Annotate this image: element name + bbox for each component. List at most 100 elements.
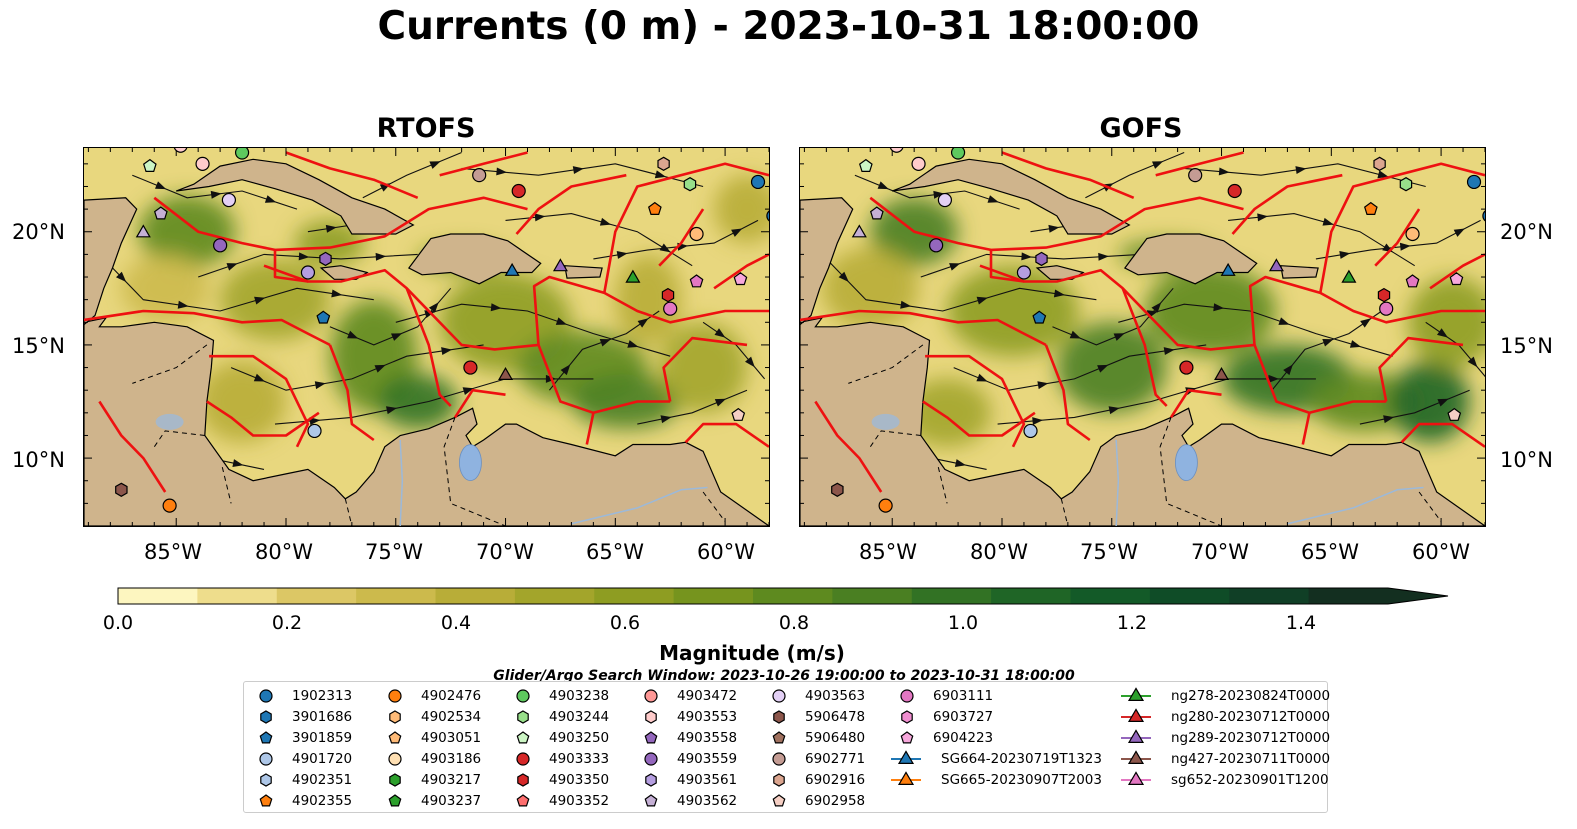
legend-entry: 6903727: [889, 706, 1102, 727]
eez-boundary: [1044, 344, 1091, 442]
lake-maracaibo: [1175, 444, 1198, 482]
streamline-arrow: [1360, 318, 1372, 328]
streamline-arrow: [1069, 330, 1081, 339]
streamline-arrow: [1021, 252, 1032, 261]
legend-label: SG664-20230719T1323: [941, 750, 1102, 767]
figure-title: Currents (0 m) - 2023-10-31 18:00:00: [377, 4, 1200, 49]
streamline-arrow: [599, 217, 612, 226]
legend-symbol: [388, 689, 402, 703]
current-speed-patch: [294, 220, 366, 266]
eez-boundary: [869, 196, 1244, 252]
legend-label: 4903559: [677, 750, 738, 767]
legend-marker: [891, 771, 921, 785]
float-marker: [869, 206, 884, 220]
eez-boundary: [658, 208, 705, 267]
legend-marker: [260, 773, 272, 787]
streamline-arrow: [496, 167, 507, 176]
panel-title-gofs: GOFS: [1099, 113, 1183, 144]
streamline-arrow: [374, 364, 386, 373]
current-speed-patch: [121, 254, 210, 323]
streamline-arrow: [1163, 347, 1175, 355]
lat-tick-right: 10°N: [1500, 448, 1553, 472]
legend-triangle: [1127, 750, 1145, 764]
float-marker: [689, 274, 704, 288]
legend-entry: 4902534: [377, 706, 481, 727]
colorbar-tick: 1.2: [1116, 612, 1148, 634]
legend-marker: [1121, 750, 1151, 764]
legend-marker: [645, 710, 657, 724]
lon-tick: 75°W: [1080, 540, 1138, 564]
legend-entry: 6902958: [761, 790, 865, 811]
streamline-arrow: [490, 303, 502, 312]
current-speed-patch: [821, 247, 919, 330]
lake-nicaragua: [155, 413, 184, 430]
float-marker: [689, 226, 704, 242]
streamline: [1359, 389, 1470, 425]
streamline: [702, 321, 766, 380]
lon-tick: 70°W: [476, 540, 534, 564]
float-marker: [307, 423, 322, 439]
colorbar-segment: [356, 588, 436, 604]
legend-marker: [259, 731, 273, 744]
legend-label: 4902476: [421, 687, 482, 704]
legend-symbol: [259, 794, 273, 807]
legend-marker: [259, 794, 273, 807]
streamline-arrow: [976, 296, 988, 305]
legend-label: 4903352: [549, 792, 610, 809]
eez-boundary: [1155, 151, 1244, 177]
streamline-arrow: [1097, 364, 1109, 373]
legend-entry: 4903350: [505, 769, 609, 790]
float-marker: [1363, 201, 1378, 216]
streamline-arrow: [1098, 252, 1109, 261]
legend-symbol: [516, 689, 530, 703]
streamline-arrow: [900, 300, 912, 309]
streamline-arrow: [714, 328, 726, 338]
legend-symbol: [388, 752, 402, 766]
streamline-arrow: [1437, 398, 1449, 407]
legend-symbol: [516, 752, 530, 766]
legend-triangle: [1127, 729, 1145, 743]
float-marker: [1377, 287, 1391, 303]
streamline-arrow: [1257, 213, 1268, 222]
landmass: [83, 197, 138, 326]
streamline-arrow: [534, 213, 546, 222]
colorbar-tick: 1.4: [1285, 612, 1317, 634]
float-marker: [851, 224, 867, 238]
legend-entry: ng427-20230711T0000: [1119, 748, 1330, 769]
legend-entry: 4903186: [377, 748, 481, 769]
colorbar-label: Magnitude (m/s): [659, 641, 845, 665]
legend-marker: [516, 731, 530, 744]
streamline-arrow: [347, 330, 359, 339]
current-speed-patch: [571, 374, 682, 429]
legend-marker: [516, 752, 530, 766]
legend-entry: 6902916: [761, 769, 865, 790]
legend-label: 4903244: [549, 708, 610, 725]
rtofs-currents-map: [81, 138, 781, 529]
map-panel-rtofs[interactable]: [81, 138, 781, 529]
legend-label: ng289-20230712T0000: [1171, 729, 1331, 746]
streamline-arrow: [954, 459, 966, 467]
country-border: [1418, 491, 1442, 522]
streamline: [953, 344, 1207, 391]
streamline-arrow: [1339, 251, 1351, 259]
colorbar-segment: [594, 588, 675, 604]
lat-tick-right: 20°N: [1500, 220, 1553, 244]
lon-tick: 70°W: [1191, 540, 1249, 564]
float-marker: [731, 407, 746, 421]
streamline-arrow: [1383, 415, 1395, 424]
legend-symbol: [645, 773, 657, 787]
map-panel-gofs[interactable]: [793, 138, 1497, 527]
lon-tick: 85°W: [144, 540, 202, 564]
streamline-arrow: [1152, 161, 1164, 169]
eez-boundary: [285, 151, 419, 200]
eez-boundary: [532, 275, 769, 345]
colorbar-tick: 1.0: [947, 612, 979, 634]
float-marker: [1023, 423, 1038, 439]
eez-boundary: [263, 264, 671, 415]
legend-entry: 6903111: [889, 685, 1102, 706]
legend-marker: [1121, 729, 1151, 743]
legend-column: 4902476 4902534 4903051 4903186 4903217 49032…: [377, 685, 481, 811]
country-border: [937, 466, 948, 504]
legend-label: 4902355: [292, 792, 353, 809]
legend-entry: 3901686: [248, 706, 352, 727]
